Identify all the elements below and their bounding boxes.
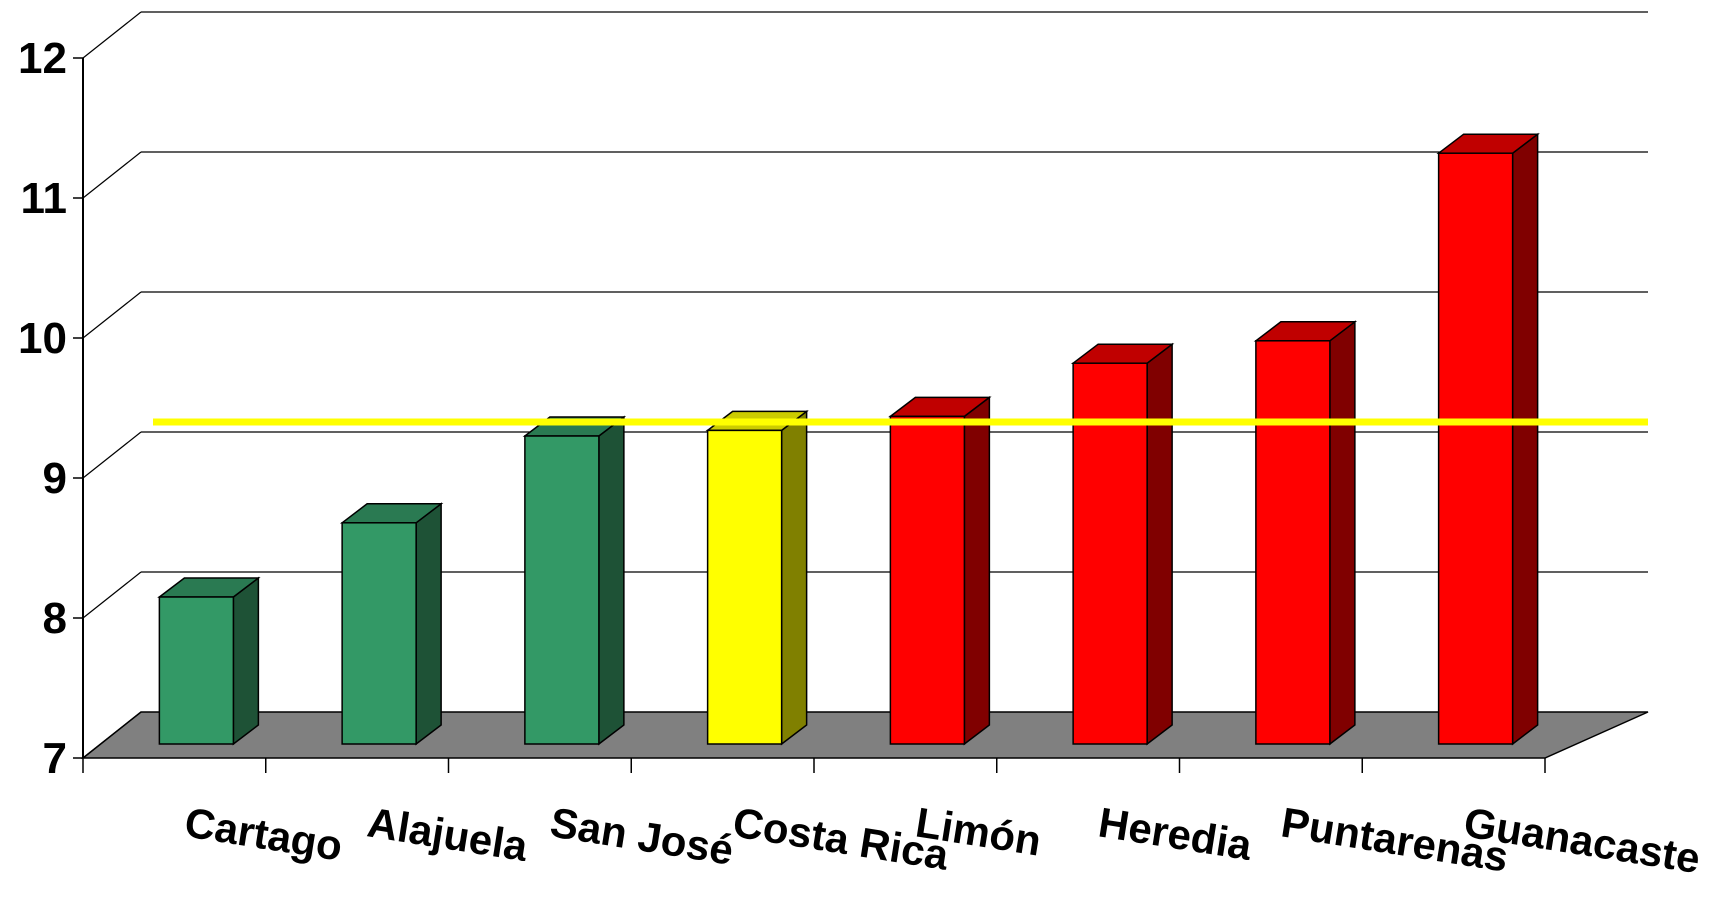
bar-heredia <box>1070 342 1175 746</box>
gridline-side <box>82 711 142 759</box>
y-tick-label: 9 <box>43 454 67 503</box>
gridline-side <box>82 11 142 59</box>
y-tick-label: 12 <box>18 34 67 83</box>
y-tick-label: 11 <box>20 174 67 223</box>
category-label: San José <box>547 798 737 873</box>
y-tick-label: 10 <box>18 314 67 363</box>
bar-side <box>1329 320 1356 746</box>
bar-front <box>158 596 235 745</box>
bar-cartago <box>157 576 261 746</box>
bar-front <box>889 415 966 745</box>
bar-front <box>1072 362 1148 745</box>
bar-side <box>415 502 442 746</box>
bar-san-josé <box>522 415 627 746</box>
chart-floor <box>80 711 1649 759</box>
bar-guanacaste <box>1436 132 1540 746</box>
bar-limón <box>888 395 992 746</box>
bar-side <box>1511 132 1539 746</box>
gridline-side <box>82 151 142 199</box>
category-label: Heredia <box>1095 798 1255 869</box>
gridline-side <box>82 291 142 339</box>
bar-front <box>1437 152 1514 745</box>
bar-side <box>232 576 260 746</box>
category-label: Cartago <box>182 798 346 869</box>
bar-alajuela <box>339 502 444 746</box>
gridline-side <box>82 571 142 619</box>
bar-side <box>963 395 991 746</box>
bar-front <box>1255 340 1331 745</box>
bar-costa-rica <box>705 409 809 746</box>
category-label: Alajuela <box>364 798 531 870</box>
bar-side <box>1146 342 1173 746</box>
bar-puntarenas <box>1253 320 1358 746</box>
bar-front <box>524 435 600 745</box>
bar-front <box>341 522 417 745</box>
y-tick-label: 7 <box>43 734 67 783</box>
bar-side <box>780 409 808 746</box>
bar-front <box>706 429 783 745</box>
bar-side <box>598 415 625 746</box>
gridline-side <box>82 431 142 479</box>
y-tick-label: 8 <box>43 594 67 643</box>
